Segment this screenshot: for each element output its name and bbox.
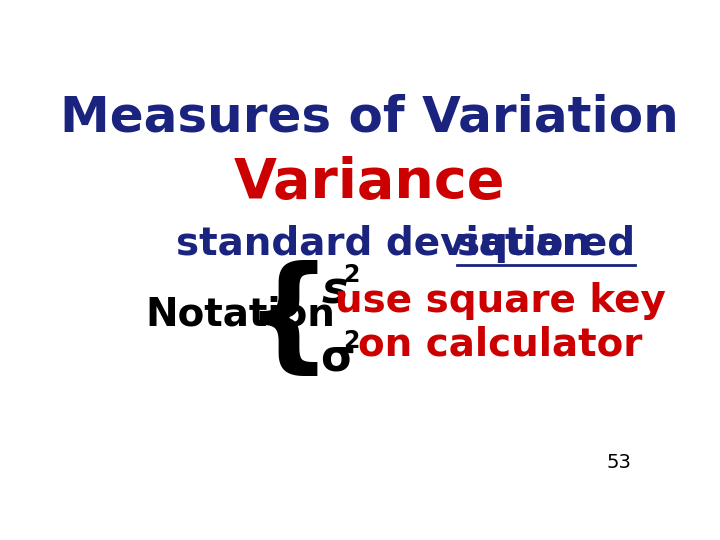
- Text: s: s: [322, 270, 348, 313]
- Text: Measures of Variation: Measures of Variation: [60, 94, 678, 142]
- Text: 2: 2: [343, 329, 359, 353]
- Text: {: {: [243, 260, 333, 381]
- Text: standard deviation: standard deviation: [176, 225, 605, 263]
- Text: 53: 53: [606, 453, 631, 472]
- Text: squared: squared: [457, 225, 635, 263]
- Text: 2: 2: [343, 263, 359, 287]
- Text: Variance: Variance: [233, 156, 505, 210]
- Text: σ: σ: [320, 336, 355, 380]
- Text: use square key
on calculator: use square key on calculator: [335, 281, 665, 363]
- Text: Notation: Notation: [145, 295, 336, 333]
